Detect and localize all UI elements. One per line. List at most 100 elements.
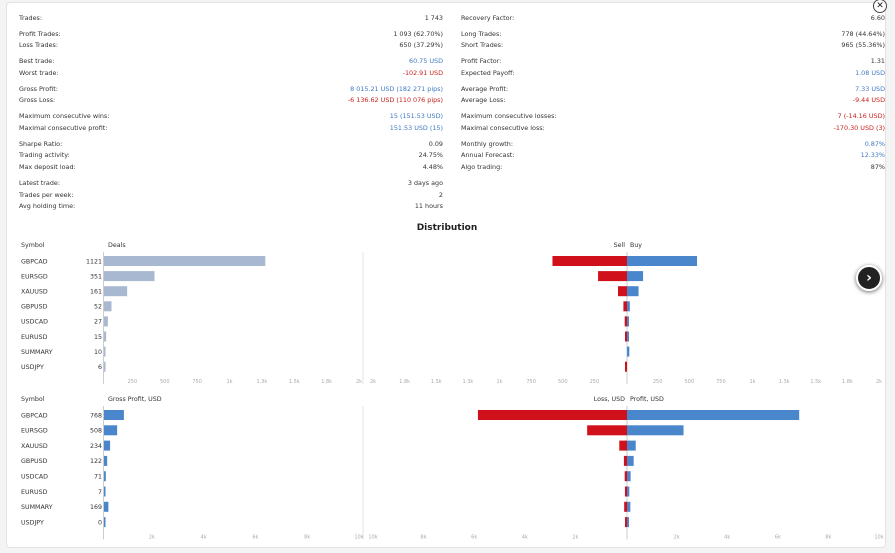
axis-tick-label: 1.5k — [289, 379, 300, 385]
stat-label: Maximal consecutive loss: — [461, 123, 545, 132]
stat-label: Expected Payoff: — [461, 68, 515, 77]
bar-left-gbpusd — [623, 301, 627, 312]
axis-tick-label: 250 — [653, 379, 663, 385]
value-label: 6 — [98, 364, 102, 371]
stat-label: Maximal consecutive profit: — [19, 123, 108, 132]
stat-value: 87% — [870, 163, 885, 172]
next-arrow-button[interactable]: › — [856, 265, 882, 291]
stat-value: 8 015.21 USD (182 271 pips) — [350, 84, 443, 93]
stat-value: 15 (151.53 USD) — [389, 112, 443, 121]
axis-tick-label: 500 — [558, 379, 568, 385]
stat-value: 6.60 — [870, 14, 885, 22]
chevron-right-icon: › — [866, 270, 872, 286]
stat-value: 60.75 USD — [409, 57, 443, 66]
symbol-label: USDCAD — [21, 474, 48, 481]
axis-tick-label: 250 — [128, 379, 138, 385]
close-icon[interactable]: ✕ — [873, 0, 887, 13]
symbol-label: GBPCAD — [21, 258, 48, 265]
bar-eurusd — [104, 331, 107, 342]
stat-row: Maximum consecutive losses: 7 (-14.16 USD… — [461, 111, 885, 123]
stat-label: Trading activity: — [19, 151, 70, 160]
symbol-label: USDCAD — [21, 319, 48, 326]
bar-summary — [104, 346, 106, 357]
value-label: 508 — [90, 428, 102, 435]
symbol-column-header: Symbol — [21, 242, 45, 249]
stat-label: Profit Factor: — [461, 57, 502, 66]
value-label: 15 — [94, 334, 102, 341]
symbol-label: USDJPY — [21, 519, 44, 526]
stat-value: 7.33 USD — [855, 84, 885, 93]
stat-value: 7 (-14.16 USD) — [837, 112, 885, 121]
stat-label: Latest trade: — [19, 178, 60, 187]
axis-tick-label: 1.5k — [431, 379, 442, 385]
stat-row: Profit Trades: 1 093 (62.70%) — [19, 29, 443, 41]
bar-xauusd — [104, 286, 128, 297]
stat-row: Annual Forecast: 12.33% — [461, 150, 885, 162]
axis-tick-label: 6k — [252, 534, 258, 540]
stat-row: Gross Profit: 8 015.21 USD (182 271 pips) — [19, 84, 443, 96]
bar-eursgd — [104, 425, 118, 436]
axis-tick-label: 4k — [724, 534, 730, 540]
stat-row: Trading activity: 24.75% — [19, 150, 443, 162]
axis-tick-label: 10k — [874, 534, 883, 540]
stat-row: Maximum consecutive wins: 15 (151.53 USD) — [19, 111, 443, 123]
value-label: 10 — [94, 349, 102, 356]
symbol-label: XAUUSD — [21, 443, 48, 450]
bar-right-xauusd — [627, 286, 639, 297]
stat-label: Avg holding time: — [19, 202, 76, 211]
stat-row: Max deposit load: 4.48% — [19, 162, 443, 174]
axis-tick-label: 2k — [572, 534, 578, 540]
stat-label: Annual Forecast: — [461, 151, 515, 160]
symbol-label: XAUUSD — [21, 289, 48, 296]
bar-right-gbpcad — [627, 256, 698, 266]
stat-label: Max deposit load: — [19, 163, 76, 172]
bar-left-eurusd — [625, 331, 627, 342]
bar-summary — [104, 501, 109, 512]
left-series-header: Sell — [614, 242, 626, 249]
stat-row: Average Profit: 7.33 USD — [461, 84, 885, 96]
bar-left-gbpcad — [477, 410, 627, 420]
axis-tick-label: 1.8k — [399, 379, 410, 385]
symbol-label: EURSGD — [21, 273, 48, 280]
symbol-column-header: Symbol — [21, 396, 45, 403]
bar-right-usdcad — [627, 471, 631, 482]
bar-left-summary — [624, 501, 627, 512]
axis-tick-label: 1.8k — [842, 379, 853, 385]
symbol-label: SUMMARY — [21, 349, 53, 356]
right-series-header: Buy — [630, 242, 642, 249]
bar-usdjpy — [104, 361, 106, 372]
axis-tick-label: 8k — [304, 534, 310, 540]
stat-value: -170.30 USD (3) — [833, 123, 885, 132]
bar-right-eurusd — [627, 486, 630, 497]
axis-tick-label: 4k — [201, 534, 207, 540]
stat-value: 1 093 (62.70%) — [393, 29, 443, 38]
bar-left-xauusd — [618, 286, 627, 297]
stat-row: Short Trades: 965 (55.36%) — [461, 40, 885, 52]
bar-left-usdcad — [624, 316, 627, 327]
axis-tick-label: 750 — [716, 379, 726, 385]
stat-value: 650 (37.29%) — [399, 41, 443, 50]
bar-left-usdjpy — [625, 517, 627, 528]
bar-gbpcad — [104, 410, 124, 420]
stat-label: Average Profit: — [461, 84, 509, 93]
stat-label: Monthly growth: — [461, 139, 514, 148]
stat-value: 778 (44.64%) — [841, 29, 885, 38]
stat-row: Algo trading: 87% — [461, 162, 885, 174]
bar-left-gbpusd — [623, 455, 627, 466]
stat-row: Worst trade: -102.91 USD — [19, 68, 443, 80]
stat-row: Latest trade: 3 days ago — [19, 178, 443, 190]
bar-right-gbpusd — [627, 455, 634, 466]
value-label: 1121 — [86, 258, 102, 265]
symbol-label: GBPUSD — [21, 458, 48, 465]
stat-row: Maximal consecutive profit: 151.53 USD (1… — [19, 123, 443, 135]
stat-label: Profit Trades: — [19, 29, 61, 38]
stat-label: Algo trading: — [461, 163, 503, 172]
axis-tick-label: 6k — [471, 534, 477, 540]
axis-tick-label: 500 — [160, 379, 170, 385]
axis-tick-label: 1k — [226, 379, 232, 385]
stat-row: Long Trades: 778 (44.64%) — [461, 29, 885, 41]
bar-right-usdcad — [627, 316, 629, 327]
axis-tick-label: 1.3k — [779, 379, 790, 385]
stat-value: -6 136.62 USD (110 076 pips) — [347, 96, 443, 105]
symbol-label: USDJPY — [21, 364, 44, 371]
